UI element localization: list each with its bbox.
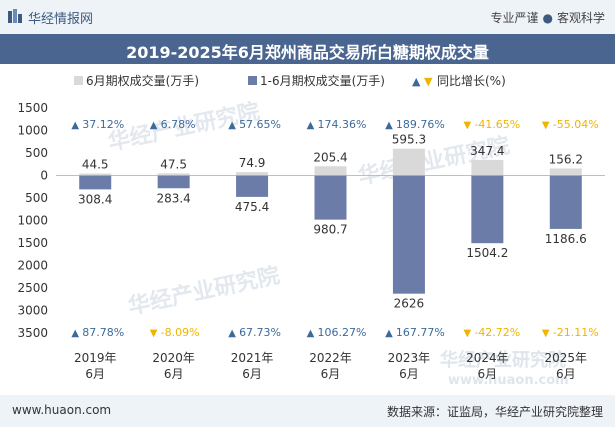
legend-label-monthly: 6月期权成交量(万手) xyxy=(86,73,199,88)
x-tick-label: 2019年 6月 xyxy=(74,351,117,381)
y-tick-label: 0 xyxy=(40,169,48,183)
growth-cumulative-label: 106.27% xyxy=(318,326,367,339)
y-tick-label: 1500 xyxy=(17,101,48,115)
bar-monthly xyxy=(157,173,190,176)
growth-down-icon: ▼ xyxy=(150,328,158,339)
y-tick-label: 1000 xyxy=(17,214,48,228)
y-tick-label: 2500 xyxy=(17,281,48,295)
legend-swatch-monthly xyxy=(74,76,83,85)
bar-cumulative xyxy=(314,175,347,220)
tagline-left: 专业严谨 xyxy=(490,11,539,25)
data-label-monthly: 44.5 xyxy=(82,157,109,171)
bar-monthly xyxy=(314,166,347,176)
title-bar xyxy=(0,34,615,64)
data-label-monthly: 74.9 xyxy=(239,156,266,170)
data-label-cumulative: 308.4 xyxy=(78,192,112,206)
x-tick-label: 2022年 6月 xyxy=(309,351,352,381)
data-label-monthly: 347.4 xyxy=(470,144,504,158)
tagline-right: 客观科学 xyxy=(556,11,605,25)
growth-monthly-label: -41.65% xyxy=(474,118,520,131)
data-label-monthly: 47.5 xyxy=(160,157,187,171)
tagline: 专业严谨 ● 客观科学 xyxy=(490,9,605,26)
y-tick-label: 1500 xyxy=(17,236,48,250)
legend-up-icon: ▲ xyxy=(412,75,421,88)
data-label-cumulative: 980.7 xyxy=(313,223,347,237)
growth-down-icon: ▼ xyxy=(542,120,550,131)
data-label-cumulative: 1504.2 xyxy=(466,246,508,260)
footer-source: 数据来源：证监局，华经产业研究院整理 xyxy=(386,405,603,419)
growth-down-icon: ▼ xyxy=(542,328,550,339)
growth-monthly-label: 174.36% xyxy=(318,118,367,131)
growth-up-icon: ▲ xyxy=(307,120,315,131)
footer-bar xyxy=(0,395,615,427)
growth-up-icon: ▲ xyxy=(307,328,315,339)
bar-monthly xyxy=(79,173,112,176)
growth-monthly-label: 57.65% xyxy=(239,118,281,131)
data-label-monthly: 205.4 xyxy=(313,150,347,164)
bar-cumulative xyxy=(549,175,582,229)
y-tick-label: 500 xyxy=(25,146,48,160)
bar-cumulative xyxy=(157,175,190,189)
data-label-cumulative: 283.4 xyxy=(156,191,190,205)
bullet-icon: ● xyxy=(542,11,553,25)
growth-monthly-label: 189.76% xyxy=(396,118,445,131)
y-tick-label: 1000 xyxy=(17,124,48,138)
bar-monthly xyxy=(471,159,504,176)
data-label-monthly: 156.2 xyxy=(549,152,583,166)
growth-cumulative-label: -8.09% xyxy=(161,326,200,339)
bar-cumulative xyxy=(236,175,269,197)
bar-cumulative xyxy=(471,175,504,244)
bar-monthly xyxy=(549,168,582,176)
legend-swatch-cumulative xyxy=(248,76,257,85)
y-tick-label: 500 xyxy=(25,191,48,205)
growth-cumulative-label: -21.11% xyxy=(553,326,599,339)
growth-monthly-label: -55.04% xyxy=(553,118,599,131)
growth-monthly-label: 37.12% xyxy=(82,118,124,131)
growth-down-icon: ▼ xyxy=(464,328,472,339)
bar-cumulative xyxy=(392,175,425,294)
top-bar xyxy=(0,0,615,34)
growth-monthly-label: 6.78% xyxy=(161,118,196,131)
x-tick-label: 2025年 6月 xyxy=(545,351,588,381)
bar-cumulative xyxy=(79,175,112,190)
legend-label-growth: 同比增长(%) xyxy=(437,74,506,88)
y-tick-label: 2000 xyxy=(17,259,48,273)
growth-cumulative-label: 87.78% xyxy=(82,326,124,339)
growth-cumulative-label: 67.73% xyxy=(239,326,281,339)
growth-up-icon: ▲ xyxy=(71,328,79,339)
chart: 华经产业研究院华经产业研究院华经产业研究院华经产业研究院www.huaon.co… xyxy=(17,73,605,388)
growth-up-icon: ▲ xyxy=(150,120,158,131)
growth-cumulative-label: -42.72% xyxy=(474,326,520,339)
x-tick-label: 2023年 6月 xyxy=(388,351,431,381)
growth-down-icon: ▼ xyxy=(464,120,472,131)
y-tick-label: 3500 xyxy=(17,326,48,340)
watermark: 华经产业研究院 xyxy=(126,262,282,319)
legend-down-icon: ▼ xyxy=(424,75,433,88)
growth-up-icon: ▲ xyxy=(385,120,393,131)
growth-cumulative-label: 167.77% xyxy=(396,326,445,339)
growth-up-icon: ▲ xyxy=(385,328,393,339)
data-label-monthly: 595.3 xyxy=(392,133,426,147)
x-tick-label: 2024年 6月 xyxy=(466,351,509,381)
bar-monthly xyxy=(392,148,425,176)
legend-label-cumulative: 1-6月期权成交量(万手) xyxy=(260,73,385,88)
data-label-cumulative: 475.4 xyxy=(235,200,269,214)
watermark-url: www.huaon.com xyxy=(448,373,569,388)
bar-monthly xyxy=(236,172,269,176)
growth-up-icon: ▲ xyxy=(71,120,79,131)
x-tick-label: 2021年 6月 xyxy=(231,351,274,381)
data-label-cumulative: 1186.6 xyxy=(545,232,587,246)
growth-up-icon: ▲ xyxy=(228,120,236,131)
x-tick-label: 2020年 6月 xyxy=(152,351,195,381)
data-label-cumulative: 2626 xyxy=(394,297,425,311)
footer-site: www.huaon.com xyxy=(12,403,112,417)
brand-logo-icon xyxy=(8,9,22,23)
brand-name: 华经情报网 xyxy=(28,12,94,27)
watermark: 华经产业研究院 xyxy=(440,349,566,371)
chart-title: 2019-2025年6月郑州商品交易所白糖期权成交量 xyxy=(126,43,489,62)
y-tick-label: 3000 xyxy=(17,304,48,318)
growth-up-icon: ▲ xyxy=(228,328,236,339)
